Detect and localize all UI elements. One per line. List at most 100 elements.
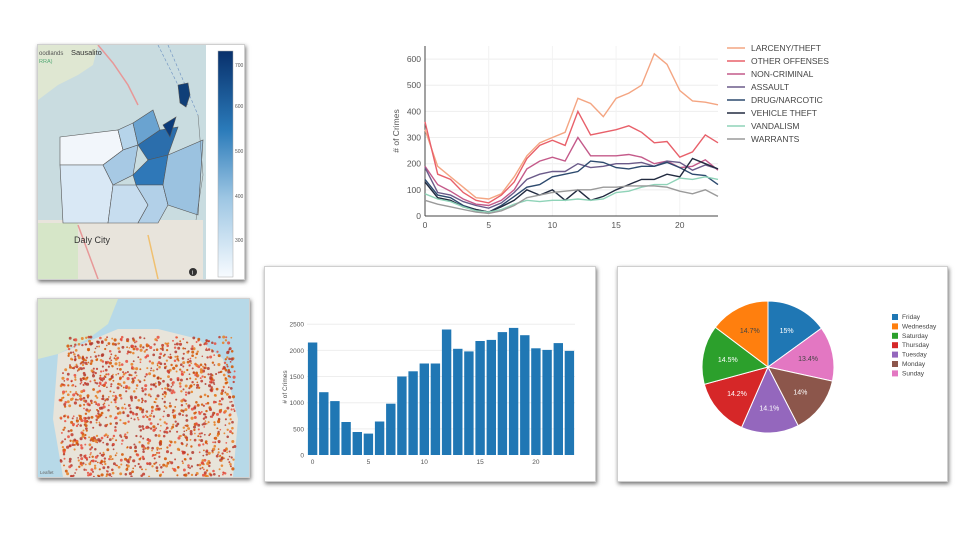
- crime-point: [139, 429, 143, 432]
- choropleth-map[interactable]: oodlands Sausalito RRA) Daly City 700 60…: [38, 44, 244, 280]
- crime-point: [224, 358, 227, 361]
- legend-entry: Saturday: [902, 333, 929, 340]
- crime-point: [188, 373, 191, 376]
- crime-point: [108, 361, 112, 365]
- legend-swatch: [892, 370, 898, 377]
- crime-point: [96, 408, 99, 411]
- crime-point: [68, 404, 72, 408]
- crime-point: [108, 473, 112, 477]
- crime-point: [101, 360, 105, 363]
- crime-point: [162, 434, 166, 438]
- crime-point: [190, 445, 193, 448]
- crime-point: [229, 465, 232, 468]
- crime-point: [66, 377, 69, 381]
- crime-point: [194, 362, 197, 365]
- crime-point: [149, 345, 153, 350]
- crime-point: [180, 370, 184, 373]
- crime-point: [144, 375, 147, 378]
- crime-point: [96, 345, 98, 348]
- crime-point: [82, 399, 85, 402]
- crime-point: [135, 412, 139, 416]
- crime-point: [117, 347, 121, 350]
- crime-point: [128, 472, 132, 476]
- crime-point: [88, 456, 91, 459]
- crime-point: [132, 459, 136, 463]
- crime-point: [86, 347, 91, 352]
- district-tenderloin: [162, 116, 177, 138]
- crime-point: [108, 438, 112, 442]
- crime-point: [151, 361, 155, 365]
- crime-point: [218, 418, 220, 421]
- crime-point: [161, 387, 164, 390]
- crime-point: [205, 469, 209, 472]
- crime-point: [98, 423, 102, 427]
- crime-point: [229, 430, 232, 434]
- crime-point: [145, 411, 148, 413]
- crime-point: [182, 365, 185, 368]
- crime-point: [63, 457, 66, 460]
- crime-point: [184, 391, 188, 394]
- crime-point: [233, 408, 235, 411]
- crime-point: [157, 423, 159, 426]
- crime-point: [201, 423, 204, 426]
- crime-point: [231, 439, 235, 444]
- crime-point: [221, 452, 224, 455]
- series-line: [424, 109, 719, 204]
- crime-point: [168, 388, 172, 392]
- pie-chart[interactable]: 15% 13.4% 14% 14.1% 14.2% 14.5% 14.7% Friday Wed…: [618, 267, 947, 481]
- crime-point: [225, 442, 228, 444]
- crime-point: [218, 455, 221, 458]
- crime-point: [201, 355, 204, 358]
- crime-point: [73, 443, 76, 446]
- crime-point: [224, 377, 227, 380]
- crime-point: [97, 438, 101, 442]
- crime-point: [161, 393, 164, 396]
- crime-point: [70, 357, 73, 361]
- crime-point: [199, 368, 203, 372]
- crime-point: [63, 415, 66, 418]
- crime-point: [192, 425, 197, 429]
- bar-chart[interactable]: 0 500 1000 1500 2000 2500 0 5 10 15 20 # of Crimes: [265, 267, 595, 481]
- line-chart[interactable]: 0 100 200 300 400 500 600 0 5 10 15 20 # of Crimes LA…: [385, 38, 835, 238]
- crime-point: [118, 383, 122, 386]
- crime-point: [106, 386, 108, 389]
- bar: [553, 343, 563, 455]
- crime-point: [206, 395, 210, 398]
- crime-point: [126, 370, 129, 374]
- pie-slice: [703, 366, 769, 429]
- crime-point: [184, 458, 187, 461]
- crime-point: [83, 468, 86, 471]
- crime-point: [122, 372, 126, 376]
- crime-point: [172, 423, 175, 426]
- crime-point: [212, 441, 215, 444]
- crime-point: [72, 351, 75, 354]
- crime-point: [165, 422, 168, 425]
- crime-point: [134, 449, 138, 453]
- crime-point: [229, 361, 232, 363]
- crime-point: [138, 425, 142, 428]
- crime-point: [153, 457, 156, 460]
- crime-point: [223, 472, 227, 475]
- crime-point: [194, 432, 196, 435]
- crime-point: [103, 375, 106, 378]
- crime-point: [68, 457, 72, 461]
- crime-point: [64, 419, 67, 423]
- crime-point: [199, 363, 203, 367]
- crime-point: [87, 335, 91, 339]
- crime-point: [105, 398, 108, 401]
- point-map[interactable]: Leaflet: [38, 299, 249, 478]
- crime-point: [141, 468, 143, 471]
- crime-point: [131, 381, 133, 383]
- crime-point: [212, 472, 216, 476]
- crime-point: [78, 394, 82, 398]
- crime-point: [202, 443, 205, 446]
- info-icon[interactable]: [189, 268, 197, 276]
- crime-point: [77, 399, 79, 401]
- crime-point: [205, 347, 208, 350]
- y-tick-label: 400: [407, 106, 421, 116]
- crime-point: [165, 430, 168, 433]
- crime-point: [171, 425, 175, 429]
- crime-point: [63, 426, 66, 429]
- crime-point: [92, 470, 94, 473]
- crime-point: [196, 381, 199, 384]
